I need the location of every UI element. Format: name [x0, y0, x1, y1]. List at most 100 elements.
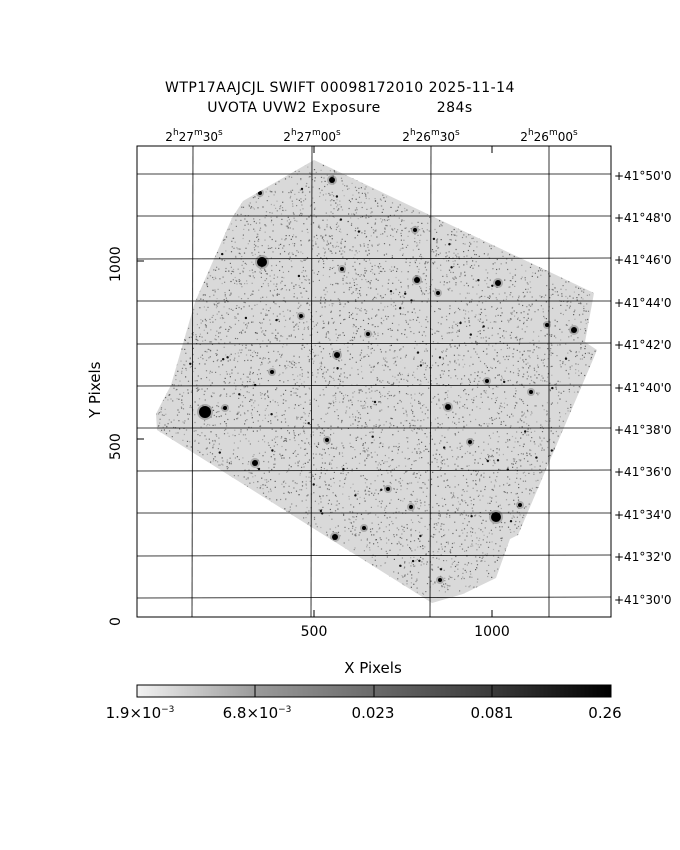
- faint-source: [222, 358, 225, 361]
- star-source: [329, 177, 335, 183]
- faint-source: [416, 351, 420, 354]
- faint-source: [419, 534, 422, 538]
- x-tick-label: 1000: [474, 624, 510, 640]
- faint-source: [189, 362, 192, 365]
- faint-source: [270, 413, 273, 416]
- faint-source: [496, 459, 500, 462]
- ra-tick-label: 2h27m30s: [165, 128, 223, 144]
- subtitle-filter: UVOTA UVW2 Exposure: [207, 100, 381, 116]
- star-source: [332, 534, 338, 540]
- faint-source: [524, 430, 527, 433]
- faint-source: [342, 467, 345, 471]
- x-tick-label: 500: [300, 624, 328, 640]
- faint-source: [443, 446, 446, 449]
- faint-source: [564, 357, 568, 360]
- faint-source: [535, 456, 538, 459]
- star-source: [257, 257, 267, 267]
- faint-source: [275, 318, 278, 322]
- faint-source: [257, 467, 261, 471]
- faint-source: [438, 356, 442, 359]
- dec-tick-label: +41°30'0: [614, 593, 672, 607]
- faint-source: [503, 380, 506, 384]
- faint-source: [389, 290, 393, 293]
- faint-source: [271, 449, 274, 452]
- star-source: [491, 512, 501, 522]
- dec-grid-line: [136, 384, 612, 387]
- faint-source: [439, 568, 443, 571]
- faint-source: [399, 307, 402, 310]
- faint-source: [354, 494, 357, 497]
- star-source: [252, 460, 258, 466]
- faint-source: [469, 333, 472, 336]
- faint-source: [482, 325, 485, 328]
- plot-subtitle: UVOTA UVW2 Exposure 284s: [0, 100, 680, 116]
- star-source: [362, 526, 366, 530]
- faint-source: [307, 422, 310, 425]
- faint-source: [357, 230, 361, 233]
- ra-tick-label: 2h26m00s: [520, 128, 578, 144]
- dec-tick-label: +41°44'0: [614, 296, 672, 310]
- ra-grid-line: [429, 145, 432, 618]
- plot-frame: [136, 145, 612, 618]
- faint-source: [244, 316, 248, 320]
- coordinate-grid: [136, 145, 612, 618]
- faint-source: [373, 400, 377, 404]
- star-source: [334, 352, 340, 358]
- star-source: [445, 404, 451, 410]
- plot-title: WTP17AAJCJL SWIFT 00098172010 2025-11-14: [165, 80, 515, 96]
- faint-source: [470, 515, 473, 518]
- subtitle-exposure: 284s: [436, 100, 473, 116]
- faint-source: [226, 356, 229, 359]
- star-source: [199, 406, 211, 418]
- faint-source: [297, 274, 301, 278]
- star-source: [436, 291, 440, 295]
- dec-tick-label: +41°50'0: [614, 169, 672, 183]
- colorbar-label: 0.023: [351, 704, 395, 722]
- faint-source: [371, 435, 374, 438]
- colorbar-label: 1.9×10−3: [105, 704, 175, 722]
- star-source: [270, 370, 274, 374]
- faint-source: [550, 449, 553, 452]
- ra-grid-line: [310, 145, 313, 618]
- faint-source: [459, 321, 462, 325]
- faint-source: [450, 266, 453, 269]
- star-source: [571, 327, 577, 333]
- star-source: [299, 314, 303, 318]
- star-source: [258, 191, 262, 195]
- faint-source: [218, 451, 221, 454]
- faint-source: [477, 279, 480, 282]
- dec-tick-label: +41°40'0: [614, 381, 672, 395]
- faint-source: [312, 483, 315, 486]
- faint-source: [221, 252, 224, 256]
- dec-tick-label: +41°46'0: [614, 253, 672, 267]
- dec-grid-line: [136, 469, 612, 472]
- colorbar-label: 0.26: [588, 704, 622, 722]
- dec-grid-line: [136, 596, 612, 599]
- star-source: [366, 332, 370, 336]
- star-source: [468, 440, 472, 444]
- faint-source: [339, 218, 343, 221]
- faint-source: [238, 393, 241, 396]
- dec-tick-label: +41°34'0: [614, 508, 672, 522]
- star-source: [325, 438, 329, 442]
- ra-tick-label: 2h26m30s: [402, 128, 460, 144]
- star-source: [518, 503, 522, 507]
- dec-tick-label: +41°36'0: [614, 465, 672, 479]
- faint-source: [419, 364, 423, 367]
- ra-tick-label: 2h27m00s: [283, 128, 341, 144]
- dec-grid-line: [136, 342, 612, 345]
- colorbar-label: 6.8×10−3: [222, 704, 292, 722]
- faint-source: [399, 564, 402, 567]
- faint-source: [336, 367, 339, 370]
- faint-source: [448, 243, 451, 246]
- faint-source: [380, 488, 383, 491]
- star-source: [495, 280, 501, 286]
- star-source: [545, 323, 549, 327]
- colorbar-label: 0.081: [470, 704, 514, 722]
- dec-tick-label: +41°38'0: [614, 423, 672, 437]
- faint-source: [335, 195, 339, 198]
- faint-source: [300, 187, 304, 191]
- star-source: [409, 505, 413, 509]
